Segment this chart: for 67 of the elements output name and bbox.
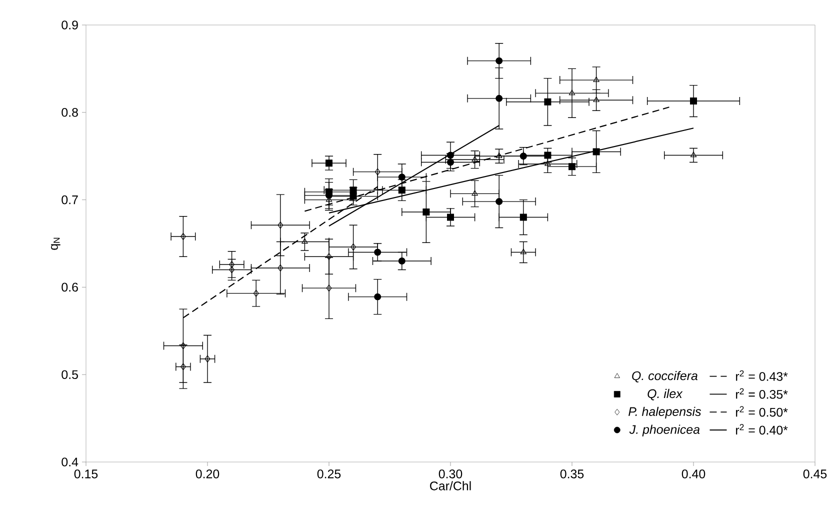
- point: [374, 248, 382, 256]
- point: [472, 190, 478, 196]
- point: [180, 363, 186, 370]
- x-tick-label: 0.20: [196, 470, 220, 478]
- x-tick-label: 0.40: [682, 470, 706, 478]
- point: [326, 160, 333, 167]
- y-tick-label: 0.4: [62, 458, 78, 466]
- point: [326, 284, 332, 292]
- point: [302, 238, 308, 244]
- legend-label: P. halepensis: [628, 406, 702, 418]
- x-axis-title: Car/Chl: [430, 481, 471, 490]
- point: [520, 248, 526, 254]
- point: [253, 290, 259, 297]
- point: [690, 98, 698, 105]
- y-axis-title: q$_{N}$: [51, 238, 60, 250]
- legend-label: Q. coccifera: [632, 371, 698, 382]
- point: [350, 192, 357, 200]
- point: [447, 158, 454, 166]
- point: [422, 208, 430, 216]
- point: [398, 257, 406, 264]
- point: [204, 355, 210, 362]
- point: [278, 264, 284, 272]
- point: [229, 266, 235, 274]
- legend-label: r$^{2}$ = 0.43*: [736, 370, 788, 381]
- point: [520, 152, 527, 160]
- legend-label: Q. ilex: [648, 388, 683, 400]
- point: [544, 160, 551, 166]
- point: [472, 156, 478, 162]
- point: [520, 214, 527, 221]
- point: [593, 76, 600, 82]
- point: [350, 186, 357, 194]
- point: [374, 168, 380, 176]
- point: [447, 152, 454, 159]
- point: [398, 186, 406, 194]
- x-tick-label: 0.25: [317, 470, 341, 478]
- point: [350, 243, 356, 250]
- point: [496, 152, 502, 158]
- x-tick-label: 0.45: [803, 470, 827, 478]
- point: [544, 152, 552, 159]
- point: [374, 293, 382, 300]
- point: [180, 342, 186, 350]
- y-tick-label: 0.9: [62, 20, 78, 30]
- point: [568, 163, 576, 170]
- legend-label: J. phoenicea: [629, 424, 700, 436]
- legend-label: r$^{2}$ = 0.50*: [736, 406, 788, 417]
- y-tick-label: 0.8: [62, 108, 78, 117]
- point: [568, 90, 576, 96]
- point: [496, 57, 503, 64]
- point: [593, 96, 600, 102]
- point: [398, 174, 406, 181]
- point: [180, 233, 186, 240]
- point: [592, 148, 600, 156]
- point: [690, 152, 697, 158]
- point: [447, 214, 454, 221]
- y-tick-label: 0.6: [62, 282, 78, 292]
- x-tick-label: 0.30: [438, 470, 462, 478]
- point: [229, 260, 235, 268]
- y-tick-label: 0.7: [62, 195, 78, 204]
- point: [278, 222, 284, 229]
- legend-label: r$^{2}$ = 0.35*: [736, 388, 788, 399]
- point: [496, 198, 503, 206]
- point: [496, 94, 503, 102]
- legend-label: r$^{2}$ = 0.40*: [736, 424, 788, 435]
- x-tick-label: 0.35: [560, 470, 584, 478]
- y-tick-label: 0.5: [62, 370, 78, 380]
- point: [544, 98, 552, 106]
- x-tick-label: 0.15: [74, 470, 98, 478]
